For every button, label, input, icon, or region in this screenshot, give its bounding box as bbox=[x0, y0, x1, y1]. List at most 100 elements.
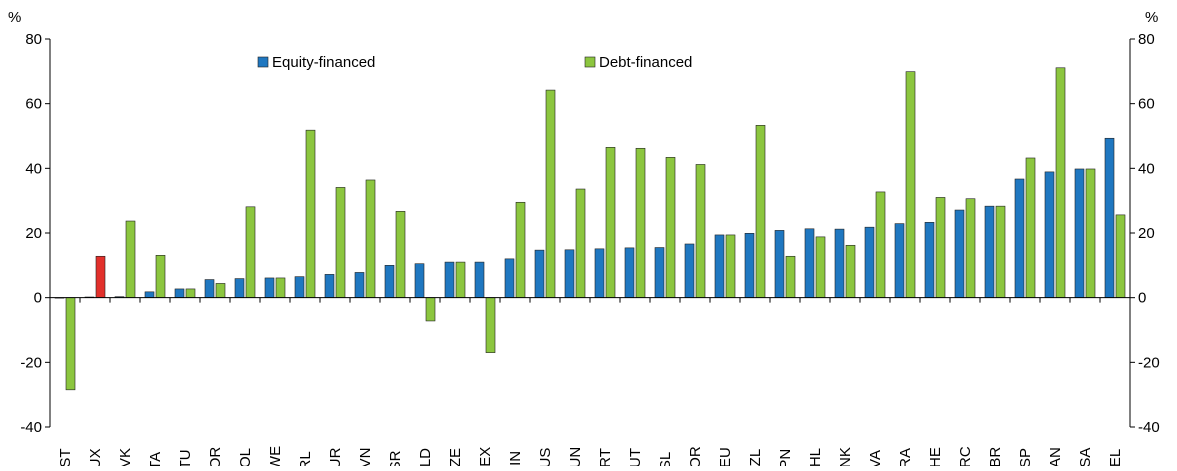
bar bbox=[545, 89, 556, 298]
y2-tick-label: -20 bbox=[1138, 354, 1160, 371]
bar bbox=[144, 291, 155, 298]
bar bbox=[755, 125, 766, 298]
y2-tick-label: 40 bbox=[1138, 160, 1155, 177]
bar bbox=[485, 297, 496, 353]
bar bbox=[714, 234, 725, 298]
x-tick-label: MEX bbox=[477, 447, 494, 466]
legend-label: Debt-financed bbox=[599, 54, 692, 71]
x-tick-label: ISL bbox=[657, 452, 674, 466]
bar bbox=[875, 191, 886, 298]
x-tick-label: DNK bbox=[837, 447, 854, 466]
x-tick-label: ESP bbox=[1017, 448, 1034, 466]
x-tick-label: NOR bbox=[687, 446, 704, 466]
bar bbox=[335, 187, 346, 298]
bar bbox=[365, 179, 376, 298]
bar bbox=[395, 211, 406, 298]
bar bbox=[654, 247, 665, 298]
bar bbox=[234, 278, 245, 298]
y-tick-label: 60 bbox=[25, 96, 42, 113]
x-tick-label: NLD bbox=[417, 448, 434, 466]
bar bbox=[834, 228, 845, 298]
y-tick-label: 20 bbox=[25, 225, 42, 242]
bar bbox=[215, 283, 226, 298]
bar bbox=[725, 234, 736, 298]
x-tick-label: LVA bbox=[867, 450, 884, 466]
bar bbox=[845, 244, 856, 298]
bar bbox=[965, 198, 976, 298]
bar bbox=[935, 197, 946, 298]
bar bbox=[1014, 178, 1025, 298]
bar bbox=[864, 226, 875, 298]
bar bbox=[204, 279, 215, 298]
bar bbox=[785, 255, 796, 298]
bar bbox=[305, 129, 316, 298]
bar bbox=[575, 188, 586, 298]
bar bbox=[95, 255, 106, 298]
x-tick-label: ISR bbox=[387, 450, 404, 466]
x-tick-label: AUT bbox=[627, 448, 644, 466]
bar bbox=[174, 288, 185, 298]
y2-tick-label: 60 bbox=[1138, 96, 1155, 113]
bar bbox=[1055, 67, 1066, 298]
x-tick-label: ITA bbox=[147, 452, 164, 466]
x-tick-label: POL bbox=[237, 448, 254, 466]
y-tick-label: 0 bbox=[34, 290, 42, 307]
bar bbox=[354, 272, 365, 298]
legend-swatch bbox=[584, 56, 596, 68]
bar bbox=[1074, 168, 1085, 298]
bar bbox=[1085, 168, 1096, 298]
bar bbox=[905, 71, 916, 298]
y2-tick-label: 0 bbox=[1138, 290, 1146, 307]
bar bbox=[534, 249, 545, 298]
bar bbox=[264, 277, 275, 298]
x-tick-label: EST bbox=[57, 448, 74, 466]
bar bbox=[564, 249, 575, 298]
bar bbox=[65, 297, 76, 391]
y-axis-unit: % bbox=[8, 9, 21, 26]
bar bbox=[414, 263, 425, 298]
x-tick-label: CZE bbox=[447, 448, 464, 466]
x-tick-label: SWE bbox=[267, 446, 284, 466]
x-tick-label: SVN bbox=[357, 448, 374, 466]
x-tick-label: CHL bbox=[807, 448, 824, 466]
bar bbox=[185, 288, 196, 298]
bar bbox=[594, 248, 605, 298]
bar bbox=[294, 276, 305, 298]
bar bbox=[984, 205, 995, 298]
bar bbox=[924, 222, 935, 298]
x-tick-label: DEU bbox=[717, 447, 734, 466]
x-tick-label: JPN bbox=[777, 449, 794, 466]
x-tick-label: IRL bbox=[297, 451, 314, 466]
bar bbox=[125, 220, 136, 298]
x-tick-label: LUX bbox=[87, 448, 104, 466]
bar bbox=[744, 233, 755, 298]
x-tick-label: GBR bbox=[987, 447, 1004, 466]
y-tick-label: 80 bbox=[25, 31, 42, 48]
x-tick-label: USA bbox=[1077, 448, 1094, 466]
x-tick-label: SVK bbox=[117, 448, 134, 466]
x-tick-label: FRA bbox=[897, 448, 914, 466]
legend-swatch bbox=[257, 56, 269, 68]
x-tick-label: AUS bbox=[537, 448, 554, 466]
x-tick-label: CAN bbox=[1047, 447, 1064, 466]
bar bbox=[455, 261, 466, 298]
bar bbox=[444, 261, 455, 298]
bar bbox=[1115, 214, 1126, 298]
y-tick-label: -40 bbox=[20, 419, 42, 436]
x-tick-label: BEL bbox=[1107, 449, 1124, 466]
bar bbox=[474, 261, 485, 298]
bar bbox=[774, 230, 785, 298]
bar bbox=[684, 243, 695, 298]
bar bbox=[324, 274, 335, 298]
bar bbox=[504, 258, 515, 298]
bar bbox=[384, 265, 395, 298]
bar bbox=[1025, 157, 1036, 298]
y2-tick-label: 20 bbox=[1138, 225, 1155, 242]
bar bbox=[995, 205, 1006, 298]
x-tick-label: FIN bbox=[507, 451, 524, 466]
x-tick-label: LTU bbox=[177, 449, 194, 466]
bar bbox=[245, 206, 256, 298]
bar bbox=[275, 277, 286, 298]
bar bbox=[954, 209, 965, 298]
